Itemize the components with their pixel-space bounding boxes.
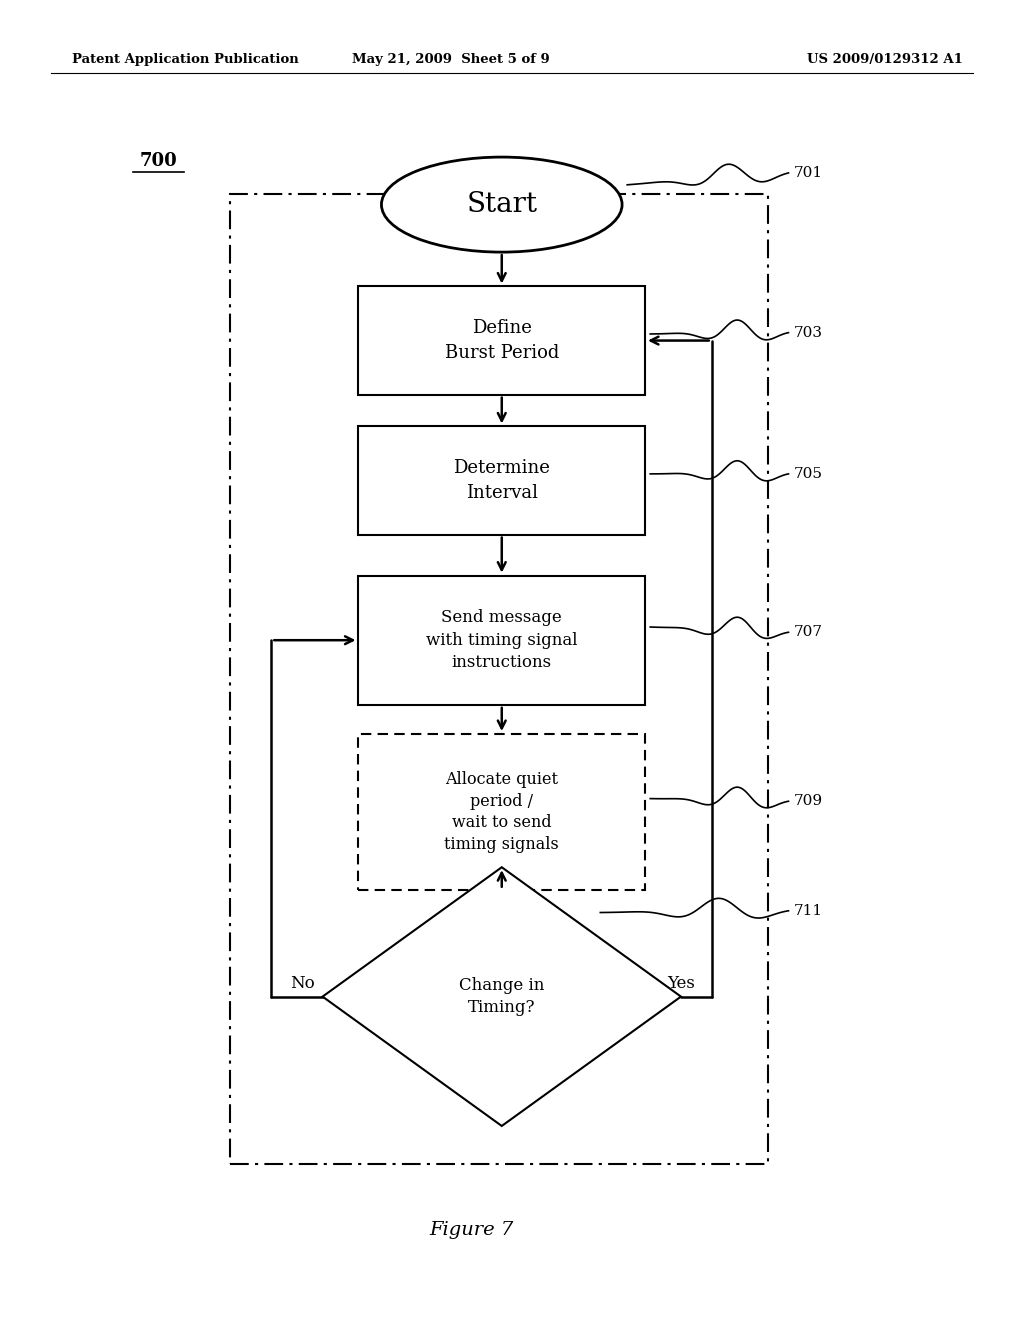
Text: 703: 703 <box>794 326 822 339</box>
Text: Patent Application Publication: Patent Application Publication <box>72 53 298 66</box>
Text: Yes: Yes <box>667 975 695 991</box>
Text: 700: 700 <box>140 152 177 170</box>
Text: No: No <box>290 975 314 991</box>
Text: Send message
with timing signal
instructions: Send message with timing signal instruct… <box>426 610 578 671</box>
Text: 707: 707 <box>794 626 822 639</box>
Polygon shape <box>323 867 681 1126</box>
Text: May 21, 2009  Sheet 5 of 9: May 21, 2009 Sheet 5 of 9 <box>351 53 550 66</box>
Text: 701: 701 <box>794 166 822 180</box>
Text: 705: 705 <box>794 467 822 480</box>
Text: Determine
Interval: Determine Interval <box>454 459 550 502</box>
FancyBboxPatch shape <box>358 576 645 705</box>
Text: Start: Start <box>466 191 538 218</box>
Text: Figure 7: Figure 7 <box>429 1221 513 1239</box>
FancyBboxPatch shape <box>358 426 645 535</box>
Text: Allocate quiet
period /
wait to send
timing signals: Allocate quiet period / wait to send tim… <box>444 771 559 853</box>
FancyBboxPatch shape <box>358 734 645 890</box>
Text: 711: 711 <box>794 904 822 917</box>
Ellipse shape <box>381 157 622 252</box>
FancyBboxPatch shape <box>358 286 645 395</box>
Text: 709: 709 <box>794 795 822 808</box>
Text: Define
Burst Period: Define Burst Period <box>444 319 559 362</box>
Text: US 2009/0129312 A1: US 2009/0129312 A1 <box>807 53 963 66</box>
Text: Change in
Timing?: Change in Timing? <box>459 977 545 1016</box>
